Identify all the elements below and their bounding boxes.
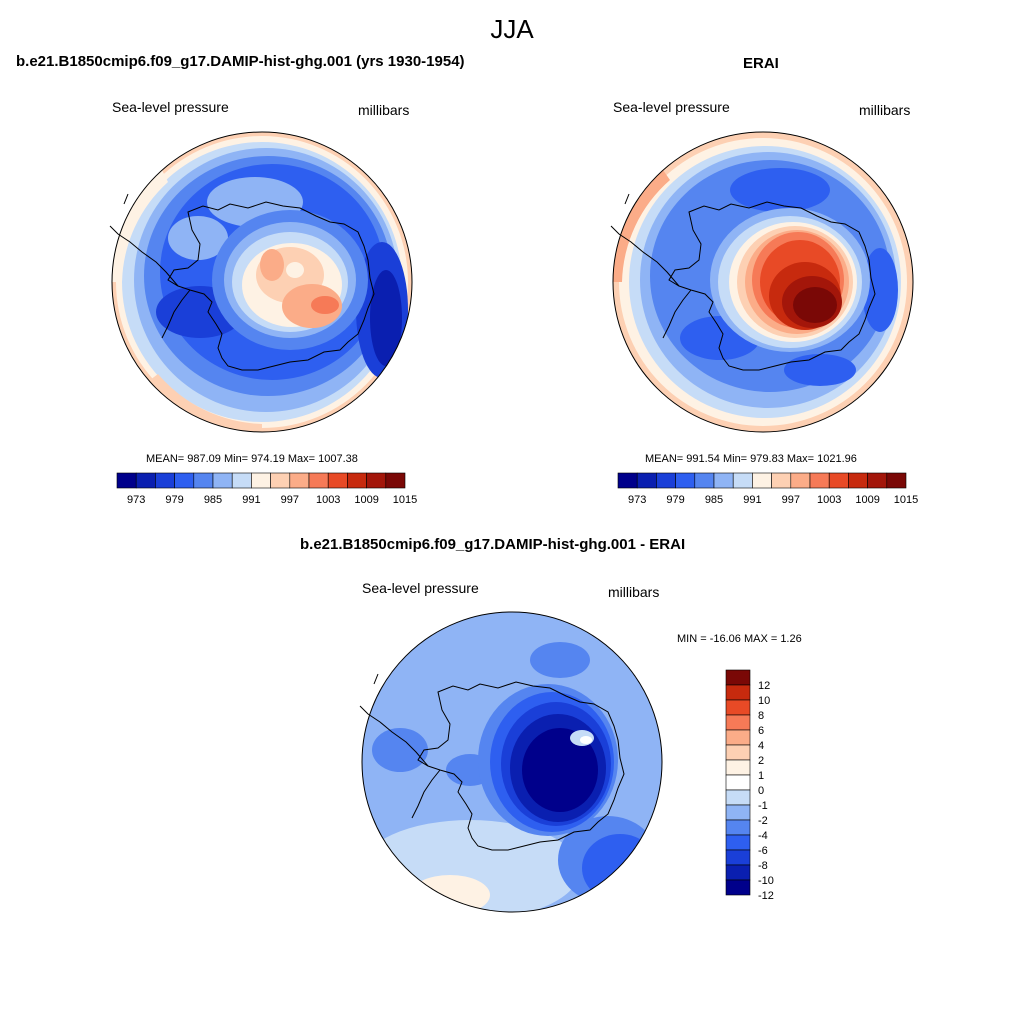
panel2-colorbar-box: [675, 472, 696, 489]
panel1-colorbar-tick: 991: [242, 494, 260, 506]
panel1-colorbar-tick: 985: [204, 494, 222, 506]
panel1-colorbar-box: [116, 472, 137, 489]
panel1-colorbar-tick: 1009: [354, 494, 378, 506]
panel3-colorbar-box: [725, 819, 751, 836]
panel3-colorbar-tick: 6: [758, 725, 764, 737]
panel1-colorbar-box: [193, 472, 214, 489]
panel3-colorbar-tick: -2: [758, 815, 768, 827]
panel3-colorbar-box: [725, 774, 751, 791]
panel3-colorbar-tick: 8: [758, 710, 764, 722]
panel3-colorbar-tick: -8: [758, 860, 768, 872]
panel1-colorbar-box: [251, 472, 271, 489]
panel1-colorbar-box: [347, 472, 367, 489]
panel2-colorbar-tick: 1015: [894, 494, 918, 506]
panel2-colorbar-box: [790, 472, 811, 489]
panel1-colorbar-box: [135, 472, 156, 489]
panel1-title: b.e21.B1850cmip6.f09_g17.DAMIP-hist-ghg.…: [16, 53, 465, 70]
panel3-colorbar-box: [725, 714, 751, 731]
panel3-colorbar-tick: 1: [758, 770, 764, 782]
panel1-colorbar-tick: 979: [165, 494, 183, 506]
panel2-colorbar-box: [732, 472, 753, 489]
panel1-colorbar-box: [174, 472, 195, 489]
panel3-colorbar-box: [725, 849, 751, 866]
panel3-colorbar-box: [725, 744, 751, 761]
panel1-colorbar-tick: 1015: [393, 494, 417, 506]
panel2-colorbar-box: [771, 472, 792, 489]
panel2-colorbar-box: [848, 472, 868, 489]
panel1-colorbar-box: [308, 472, 329, 489]
panel1-colorbar-box: [366, 472, 387, 489]
panel2-colorbar-tick: 1009: [855, 494, 879, 506]
panel1-colorbar-box: [212, 472, 233, 489]
panel3-stats: MIN = -16.06 MAX = 1.26: [677, 633, 802, 645]
panel2-colorbar-box: [752, 472, 772, 489]
panel2-colorbar-tick: 991: [743, 494, 761, 506]
panel2-colorbar-box: [694, 472, 715, 489]
panel3-colorbar-tick: 2: [758, 755, 764, 767]
panel2-colorbar-box: [809, 472, 830, 489]
panel1-colorbar-box: [155, 472, 175, 489]
panel2-map: [610, 131, 914, 433]
panel2-stats: MEAN= 991.54 Min= 979.83 Max= 1021.96: [645, 453, 857, 465]
panel2-colorbar-box: [886, 472, 907, 489]
panel2-colorbar-box: [636, 472, 657, 489]
panel2-colorbar-tick: 973: [628, 494, 646, 506]
panel3-colorbar-tick: -4: [758, 830, 768, 842]
panel3-colorbar-box: [725, 879, 751, 896]
panel3-map: [359, 611, 663, 913]
figure-title: JJA: [490, 14, 534, 44]
panel1-colorbar-box: [289, 472, 310, 489]
panel1-colorbar: 973 979 985 991 997 1003 1009 1015: [116, 472, 417, 506]
panel3-colorbar-box: [725, 834, 751, 851]
panel2-colorbar-tick: 985: [705, 494, 723, 506]
panel2-colorbar-tick: 1003: [817, 494, 841, 506]
panel1-stats: MEAN= 987.09 Min= 974.19 Max= 1007.38: [146, 453, 358, 465]
panel2-colorbar-box: [713, 472, 734, 489]
panel2-colorbar-box: [617, 472, 638, 489]
panel3-colorbar-box: [725, 699, 751, 716]
panel2-title: ERAI: [743, 55, 779, 72]
panel3-units-label: millibars: [608, 584, 660, 600]
panel2-units-label: millibars: [859, 102, 911, 118]
panel2-variable-label: Sea-level pressure: [613, 99, 730, 115]
panel3-variable-label: Sea-level pressure: [362, 580, 479, 596]
panel3-colorbar-box: [725, 789, 751, 806]
panel1-colorbar-tick: 1003: [316, 494, 340, 506]
panel2-colorbar-tick: 979: [666, 494, 684, 506]
panel3-colorbar-box: [725, 804, 751, 821]
panel3-colorbar-box: [725, 759, 751, 776]
panel3-title: b.e21.B1850cmip6.f09_g17.DAMIP-hist-ghg.…: [300, 536, 686, 553]
panel3-colorbar-tick: -12: [758, 890, 774, 902]
panel1-colorbar-box: [385, 472, 406, 489]
panel2-colorbar-tick: 997: [782, 494, 800, 506]
panel3-colorbar-tick: 0: [758, 785, 764, 797]
panel3-colorbar-tick: 4: [758, 740, 764, 752]
panel3-colorbar-box: [725, 684, 751, 701]
panel1-variable-label: Sea-level pressure: [112, 99, 229, 115]
panel3-colorbar-tick: -1: [758, 800, 768, 812]
panel3-colorbar-box: [725, 864, 751, 881]
panel2-colorbar-box: [867, 472, 888, 489]
panel2-colorbar-box: [828, 472, 849, 489]
panel1-colorbar-box: [327, 472, 348, 489]
panel1-colorbar-tick: 997: [281, 494, 299, 506]
panel2-colorbar-box: [656, 472, 676, 489]
panel3-colorbar-box: [725, 669, 751, 686]
panel3-colorbar-tick: -6: [758, 845, 768, 857]
panel1-colorbar-tick: 973: [127, 494, 145, 506]
panel1-colorbar-box: [231, 472, 252, 489]
panel1-map: [109, 131, 413, 433]
panel3-colorbar-tick: -10: [758, 875, 774, 887]
panel1-units-label: millibars: [358, 102, 410, 118]
panel3-colorbar-box: [725, 729, 751, 746]
panel2-colorbar: 973 979 985 991 997 1003 1009 1015: [617, 472, 918, 506]
panel3-colorbar-tick: 12: [758, 680, 770, 692]
panel1-colorbar-box: [270, 472, 291, 489]
panel3-colorbar-tick: 10: [758, 695, 770, 707]
